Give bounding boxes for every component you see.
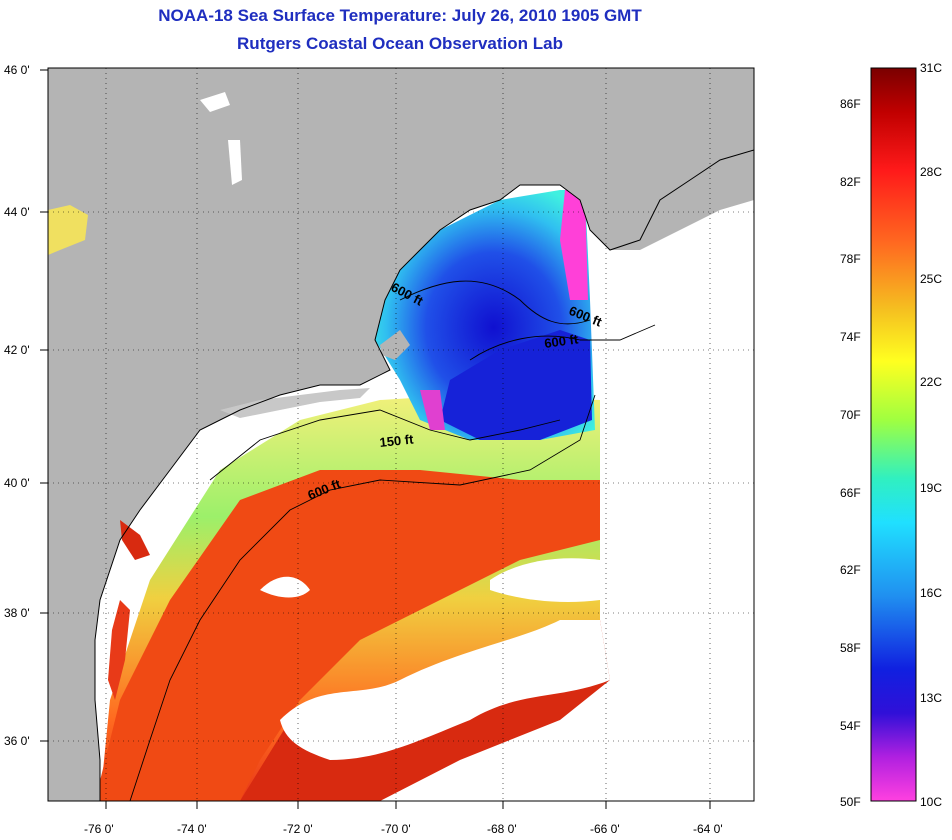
lat-label-44: 44 0' bbox=[4, 205, 30, 219]
contour-label-600ft-georges: 600 ft bbox=[543, 331, 579, 351]
great-lake-patch bbox=[48, 205, 88, 255]
graticule bbox=[48, 68, 754, 801]
cloud-patch-south bbox=[280, 620, 610, 760]
lake-white-2 bbox=[228, 140, 242, 185]
lon-label-74: -74 0' bbox=[177, 822, 207, 836]
lat-label-38: 38 0' bbox=[4, 606, 30, 620]
cloud-patch-center bbox=[260, 576, 310, 598]
lat-label-46: 46 0' bbox=[4, 63, 30, 77]
lon-label-66: -66 0' bbox=[590, 822, 620, 836]
coastline bbox=[94, 149, 754, 801]
map-title: NOAA-18 Sea Surface Temperature: July 26… bbox=[158, 6, 642, 25]
land-cape-cod bbox=[380, 330, 410, 360]
cloud-patch-east bbox=[490, 558, 600, 602]
delaware-bay bbox=[120, 520, 150, 560]
lon-label-72: -72 0' bbox=[283, 822, 313, 836]
lon-label-68: -68 0' bbox=[487, 822, 517, 836]
lon-label-70: -70 0' bbox=[381, 822, 411, 836]
contour-label-150ft: 150 ft bbox=[379, 431, 415, 450]
lake-white-1 bbox=[200, 92, 230, 112]
land-long-island bbox=[220, 388, 370, 418]
land-mainland bbox=[48, 68, 754, 801]
lon-label-64: -64 0' bbox=[693, 822, 723, 836]
map-frame bbox=[47, 67, 755, 802]
chesapeake-bay bbox=[108, 600, 130, 700]
lon-label-76: -76 0' bbox=[84, 822, 114, 836]
sst-coldest-cape bbox=[420, 390, 445, 430]
sst-georges-bank-cold bbox=[440, 330, 592, 440]
lat-label-36: 36 0' bbox=[4, 734, 30, 748]
map-subtitle: Rutgers Coastal Ocean Observation Lab bbox=[237, 34, 563, 53]
land-nova-scotia bbox=[600, 140, 754, 250]
lat-label-42: 42 0' bbox=[4, 343, 30, 357]
sst-coldest-east bbox=[560, 190, 588, 300]
sst-warm-south bbox=[95, 470, 600, 801]
depth-contour-600ft-gom bbox=[399, 280, 656, 361]
axis-ticks bbox=[40, 69, 711, 809]
lat-label-40: 40 0' bbox=[4, 476, 30, 490]
depth-contour-600ft-shelf bbox=[129, 394, 596, 801]
depth-contour-150ft bbox=[209, 409, 561, 481]
